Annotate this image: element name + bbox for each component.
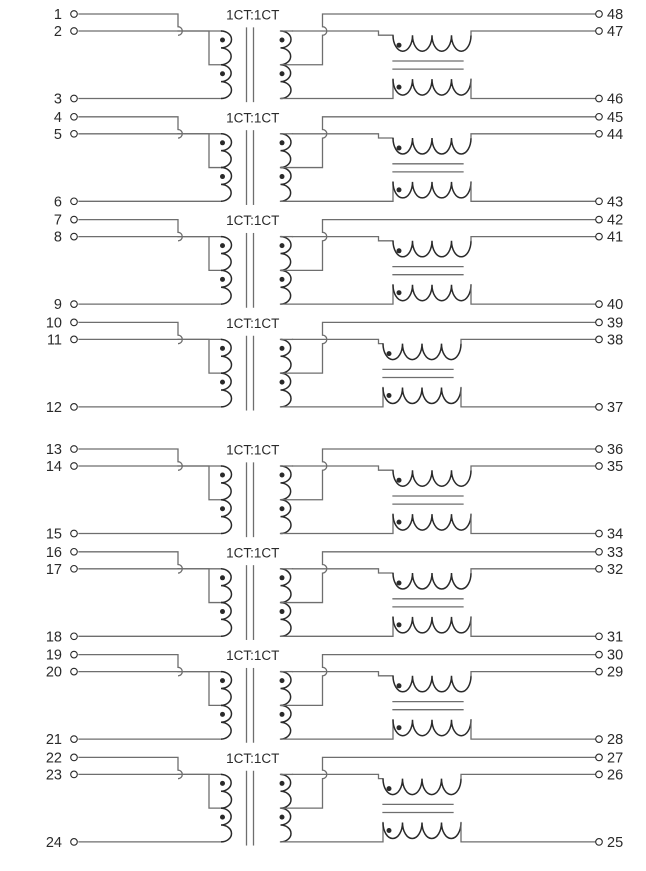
svg-text:4: 4: [54, 110, 62, 126]
svg-text:1CT:1CT: 1CT:1CT: [226, 213, 279, 228]
svg-text:28: 28: [607, 732, 623, 748]
svg-text:40: 40: [607, 297, 623, 313]
svg-text:36: 36: [607, 442, 623, 458]
svg-text:22: 22: [46, 750, 62, 766]
svg-text:17: 17: [46, 562, 62, 578]
svg-text:9: 9: [54, 297, 62, 313]
svg-text:7: 7: [54, 213, 62, 229]
svg-text:1CT:1CT: 1CT:1CT: [226, 316, 279, 331]
svg-text:14: 14: [46, 459, 62, 475]
svg-text:44: 44: [607, 127, 623, 143]
svg-text:15: 15: [46, 527, 62, 543]
svg-text:3: 3: [54, 92, 62, 108]
svg-text:1CT:1CT: 1CT:1CT: [226, 110, 279, 125]
svg-text:10: 10: [46, 315, 62, 331]
svg-text:45: 45: [607, 110, 623, 126]
svg-text:43: 43: [607, 194, 623, 210]
svg-text:31: 31: [607, 629, 623, 645]
svg-text:1: 1: [54, 7, 62, 23]
svg-text:1CT:1CT: 1CT:1CT: [226, 443, 279, 458]
svg-text:46: 46: [607, 92, 623, 108]
svg-text:26: 26: [607, 767, 623, 783]
svg-text:30: 30: [607, 648, 623, 664]
svg-text:23: 23: [46, 767, 62, 783]
svg-text:2: 2: [54, 24, 62, 40]
svg-text:38: 38: [607, 332, 623, 348]
svg-text:12: 12: [46, 400, 62, 416]
svg-text:1CT:1CT: 1CT:1CT: [226, 545, 279, 560]
svg-text:42: 42: [607, 213, 623, 229]
svg-text:8: 8: [54, 230, 62, 246]
svg-text:34: 34: [607, 527, 623, 543]
svg-text:35: 35: [607, 459, 623, 475]
svg-text:47: 47: [607, 24, 623, 40]
svg-text:33: 33: [607, 545, 623, 561]
svg-text:20: 20: [46, 665, 62, 681]
svg-text:21: 21: [46, 732, 62, 748]
svg-text:39: 39: [607, 315, 623, 331]
svg-text:24: 24: [46, 835, 62, 851]
svg-text:37: 37: [607, 400, 623, 416]
svg-text:41: 41: [607, 230, 623, 246]
svg-text:19: 19: [46, 648, 62, 664]
svg-text:32: 32: [607, 562, 623, 578]
svg-text:27: 27: [607, 750, 623, 766]
svg-text:5: 5: [54, 127, 62, 143]
svg-text:48: 48: [607, 7, 623, 23]
svg-text:16: 16: [46, 545, 62, 561]
svg-text:25: 25: [607, 835, 623, 851]
svg-text:18: 18: [46, 629, 62, 645]
svg-text:1CT:1CT: 1CT:1CT: [226, 8, 279, 23]
svg-text:29: 29: [607, 665, 623, 681]
svg-text:1CT:1CT: 1CT:1CT: [226, 751, 279, 766]
svg-text:6: 6: [54, 194, 62, 210]
svg-text:11: 11: [47, 332, 62, 348]
svg-text:13: 13: [46, 442, 62, 458]
svg-text:1CT:1CT: 1CT:1CT: [226, 648, 279, 663]
